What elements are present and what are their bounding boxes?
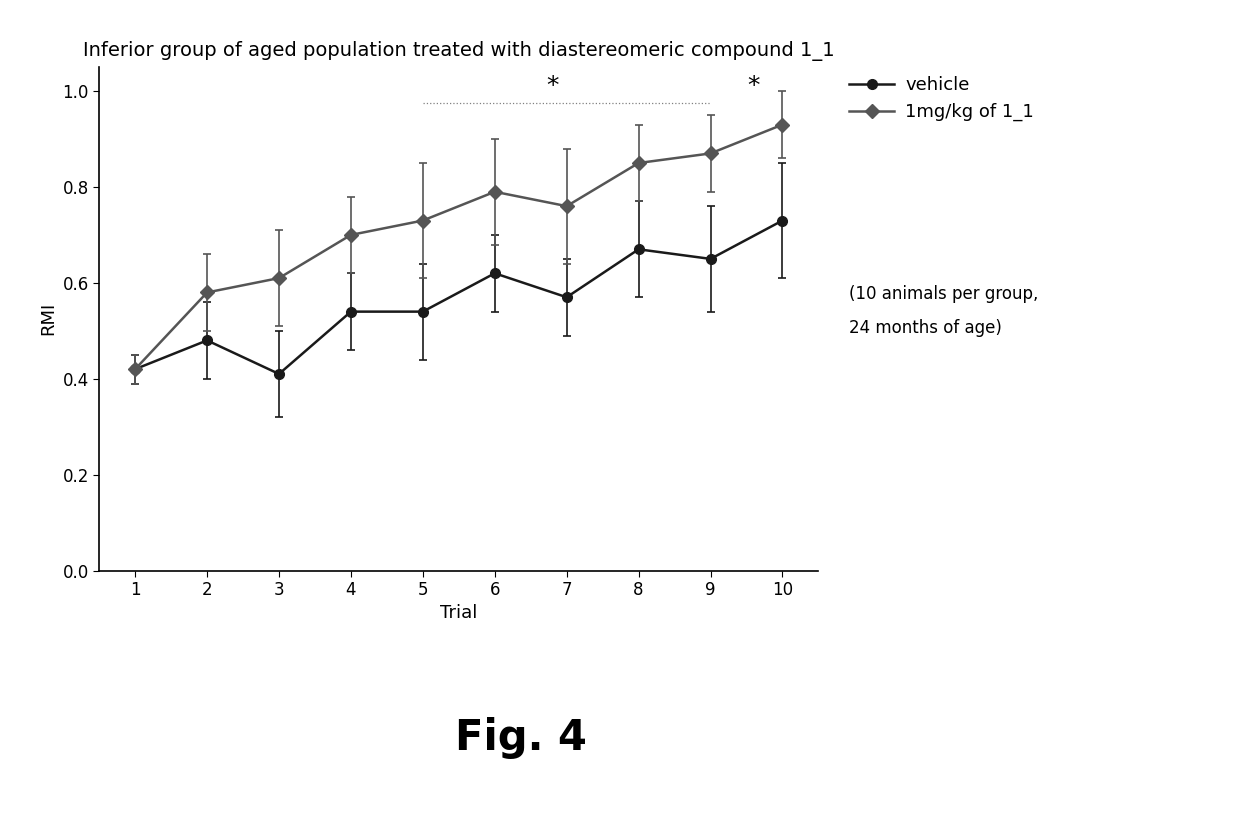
- X-axis label: Trial: Trial: [440, 604, 477, 623]
- Title: Inferior group of aged population treated with diastereomeric compound 1_1: Inferior group of aged population treate…: [83, 41, 835, 61]
- Text: 24 months of age): 24 months of age): [849, 319, 1002, 336]
- Legend: vehicle, 1mg/kg of 1_1: vehicle, 1mg/kg of 1_1: [849, 76, 1034, 122]
- Text: (10 animals per group,: (10 animals per group,: [849, 285, 1039, 303]
- Text: *: *: [748, 75, 760, 98]
- Text: *: *: [546, 75, 558, 98]
- Y-axis label: RMI: RMI: [38, 302, 57, 336]
- Text: Fig. 4: Fig. 4: [455, 717, 587, 759]
